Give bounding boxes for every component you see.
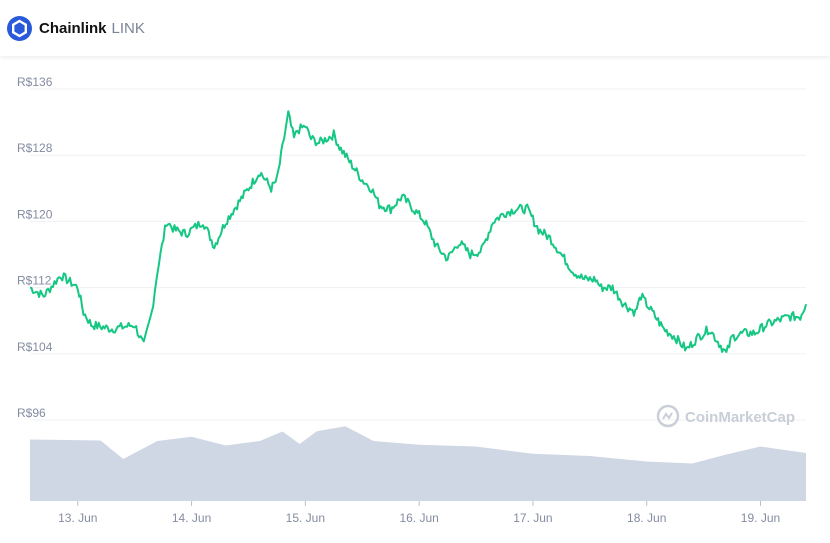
volume-area-fill [30, 426, 806, 501]
x-tick-label: 13. Jun [58, 511, 97, 525]
coin-header: Chainlink LINK [0, 0, 830, 56]
y-tick-label: R$112 [17, 274, 52, 288]
y-tick-label: R$128 [17, 141, 53, 155]
x-tick-label: 17. Jun [513, 511, 552, 525]
chart-gridlines [30, 88, 806, 421]
price-line [29, 110, 807, 353]
y-tick-label: R$104 [17, 340, 53, 354]
coinmarketcap-logo-icon [656, 404, 680, 428]
x-tick-label: 16. Jun [399, 511, 438, 525]
watermark-text: CoinMarketCap [685, 409, 795, 426]
coin-symbol: LINK [111, 19, 145, 37]
price-line-series [29, 110, 807, 353]
y-tick-label: R$120 [17, 207, 53, 221]
chainlink-hexagon-icon [7, 15, 32, 41]
x-tick-label: 19. Jun [741, 511, 780, 525]
coin-name: Chainlink [39, 19, 107, 37]
x-tick-label: 14. Jun [172, 511, 211, 525]
watermark: CoinMarketCap [656, 404, 795, 428]
x-tick-label: 15. Jun [286, 511, 325, 525]
price-chart: R$96 R$104 R$112 R$120 R$128 R$136 13. Jun 14.… [17, 75, 807, 525]
x-tick-label: 18. Jun [627, 511, 666, 525]
y-axis-ticks: R$96 R$104 R$112 R$120 R$128 R$136 [17, 75, 53, 420]
y-tick-label: R$136 [17, 75, 53, 89]
y-tick-label: R$96 [17, 406, 46, 420]
x-axis-ticks: 13. Jun 14. Jun 15. Jun 16. Jun 17. Jun 18. J… [58, 501, 780, 525]
volume-area [30, 426, 806, 501]
